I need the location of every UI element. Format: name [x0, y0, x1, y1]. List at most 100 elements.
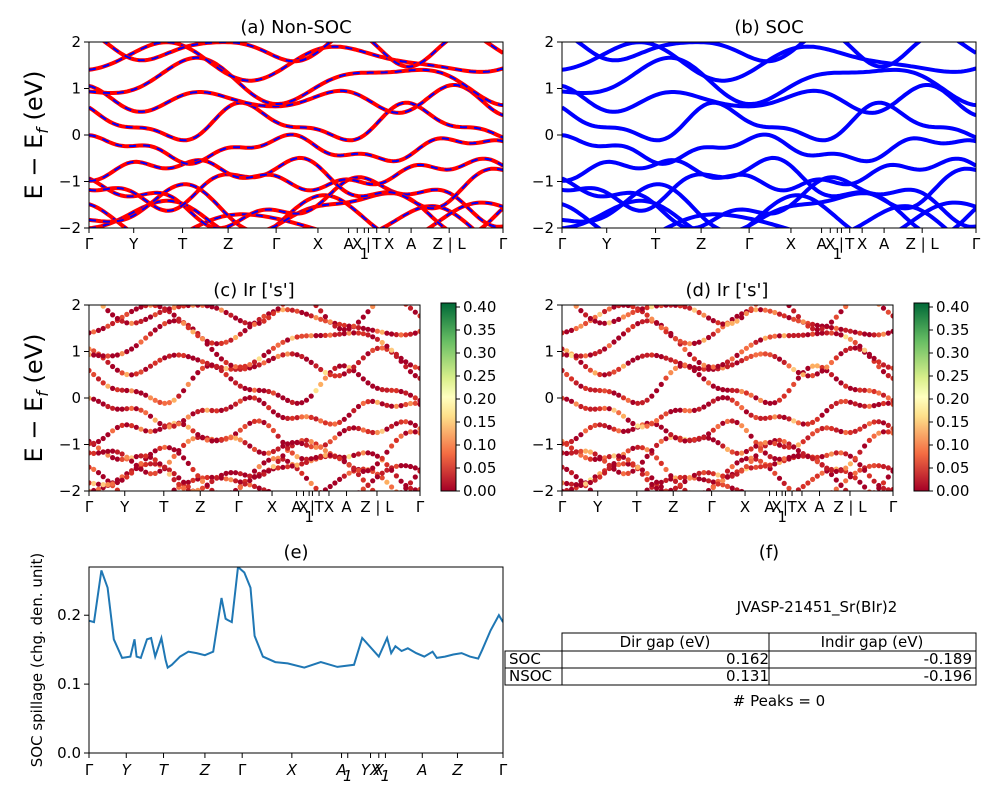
projection-dot [407, 331, 414, 337]
projection-dot [143, 335, 149, 341]
projection-dot [677, 360, 683, 366]
projection-dot [289, 335, 295, 341]
projection-dot [762, 440, 768, 446]
projection-dot [649, 421, 655, 427]
xtick-label: T [844, 235, 855, 253]
colorbar-label: 0.30 [463, 344, 496, 362]
band-line [562, 202, 949, 228]
projection-dot [214, 351, 220, 357]
projection-dot [181, 418, 187, 424]
projection-dot [417, 313, 420, 319]
xtick-label: 1 [381, 767, 391, 785]
band-line-dashed [103, 42, 503, 68]
projection-dot [237, 364, 243, 370]
band-line [574, 42, 976, 69]
band-line-dashed [89, 156, 503, 212]
projection-dot [270, 345, 276, 351]
projection-dot [880, 485, 887, 491]
projection-dot [620, 395, 627, 401]
xtick-label: Γ [499, 235, 508, 253]
projection-dot [847, 461, 854, 467]
projection-dot [176, 316, 182, 322]
projection-dot [105, 482, 111, 488]
projection-dot [776, 414, 783, 420]
projection-dot [630, 445, 636, 451]
projection-dot [644, 352, 650, 358]
projection-dot [635, 307, 641, 313]
projection-dot [729, 449, 735, 455]
projection-dot [351, 330, 357, 336]
projection-dot [195, 492, 200, 497]
projection-dot [573, 435, 579, 442]
projection-dot [294, 400, 300, 406]
projection-dot [143, 305, 149, 309]
projection-dot [663, 428, 669, 434]
projection-dot [393, 351, 399, 357]
projection-dot [360, 331, 366, 337]
projection-dot [602, 308, 608, 315]
projection-dot [214, 305, 220, 311]
projection-dot [687, 499, 692, 504]
projection-dot [753, 339, 759, 345]
projection-dot [308, 439, 314, 445]
projection-dot [157, 461, 163, 467]
projection-dot [814, 428, 820, 434]
projection-dot [337, 326, 343, 332]
projection-dot [682, 346, 688, 352]
projection-dot [403, 463, 409, 469]
projection-dot [871, 478, 877, 484]
projection-dot [341, 454, 347, 460]
projection-dot [129, 423, 135, 429]
projection-dot [630, 305, 636, 310]
projection-dot [299, 440, 305, 447]
panel-a-ylabel: E − Ef (eV) [20, 71, 52, 200]
projection-dot [795, 318, 802, 324]
projection-dot [157, 399, 163, 405]
projection-dot [389, 331, 395, 337]
projection-dot [114, 479, 120, 486]
projection-dot [843, 305, 849, 310]
projection-dot [743, 409, 750, 415]
projection-dot [389, 423, 395, 429]
projection-dot [776, 437, 783, 443]
panel-a: (a) Non-SOC E − Ef (eV) 210−1−2 Γ Y T Z Γ X AX… [20, 17, 508, 263]
projection-dot [701, 404, 707, 410]
projection-dot [275, 342, 281, 348]
projection-dot [171, 453, 177, 459]
projection-dot [729, 473, 735, 479]
projection-dot [242, 328, 248, 334]
projection-dot [753, 453, 759, 459]
projection-dot [219, 498, 224, 503]
xtick-label: Γ [889, 498, 898, 516]
band-line-dashed [89, 157, 503, 192]
projection-dot [696, 309, 702, 316]
projection-dot [767, 334, 773, 340]
projection-dot [654, 418, 660, 424]
xtick-label: X [771, 498, 781, 516]
projection-dot [176, 448, 182, 454]
projection-dot [748, 412, 754, 418]
projection-dot [758, 441, 764, 447]
projection-dot [772, 414, 778, 420]
projection-dot [885, 429, 891, 435]
projection-dot [583, 428, 589, 434]
projection-dot [110, 312, 116, 318]
projection-dot [743, 427, 750, 434]
projection-dot [412, 487, 418, 491]
projection-dot [562, 330, 565, 336]
projection-dot [407, 392, 414, 398]
projection-dot [365, 468, 371, 474]
projection-dot [724, 446, 731, 452]
projection-dot [573, 482, 579, 488]
projection-dot [370, 347, 376, 353]
projection-dot [857, 330, 863, 336]
projection-dot [753, 352, 759, 358]
projection-dot [672, 336, 679, 342]
projection-dot [715, 320, 721, 326]
projection-dot [95, 445, 102, 451]
projection-dot [181, 320, 187, 326]
projection-dot [380, 296, 385, 301]
projection-dot [810, 363, 816, 369]
projection-dot [218, 436, 224, 443]
